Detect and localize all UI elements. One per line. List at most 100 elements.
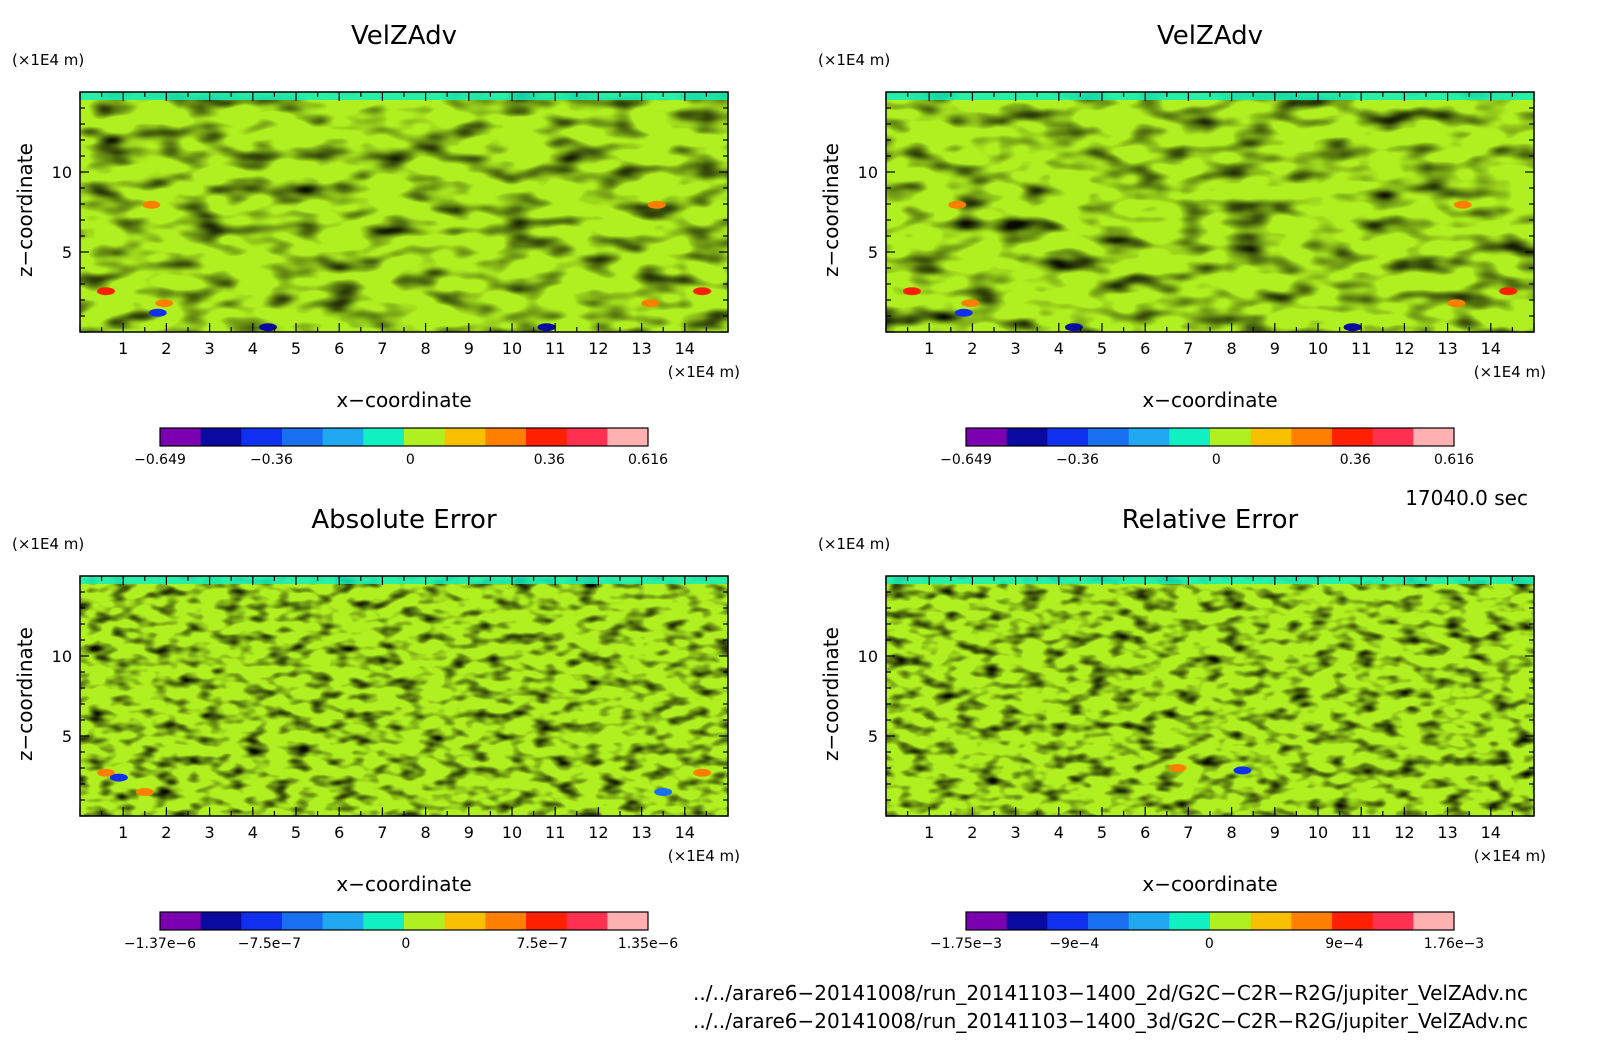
colorbar-label: 0: [401, 936, 410, 952]
panel-title: VelZAdv: [1157, 21, 1263, 51]
colorbar-swatch: [1210, 428, 1252, 446]
colorbar-label: −0.36: [250, 452, 293, 468]
y-tick-label: 5: [62, 243, 72, 262]
colorbar-swatch: [1169, 428, 1211, 446]
extreme-spot: [1499, 287, 1518, 296]
x-tick-label: 6: [334, 823, 344, 842]
z-unit-label: (×1E4 m): [818, 535, 890, 553]
colorbar-swatch: [1210, 912, 1252, 930]
panel-title: Relative Error: [1122, 505, 1299, 535]
colorbar-swatch: [607, 428, 649, 446]
colorbar-label: −0.649: [940, 452, 992, 468]
colorbar-swatch: [1372, 428, 1414, 446]
x-tick-label: 7: [1183, 339, 1193, 358]
extreme-spot: [1064, 323, 1083, 332]
extreme-spot: [641, 299, 660, 308]
x-tick-label: 10: [1308, 823, 1328, 842]
colorbar-label: 0: [406, 452, 415, 468]
colorbar-swatch: [526, 912, 568, 930]
colorbar-swatch: [404, 912, 446, 930]
x-tick-label: 1: [924, 823, 934, 842]
extreme-spot: [693, 768, 712, 777]
colorbar-swatch: [526, 428, 568, 446]
x-tick-label: 11: [545, 823, 565, 842]
x-axis-label: x−coordinate: [336, 872, 471, 896]
panel-title: VelZAdv: [351, 21, 457, 51]
x-tick-label: 8: [1227, 823, 1237, 842]
colorbar-swatch: [1169, 912, 1211, 930]
extreme-spot: [135, 788, 154, 796]
colorbar-swatch: [1291, 912, 1333, 930]
colorbar-swatch: [566, 912, 608, 930]
colorbar-swatch: [160, 428, 202, 446]
x-tick-label: 11: [1351, 823, 1371, 842]
x-tick-label: 1: [924, 339, 934, 358]
x-tick-label: 7: [1183, 823, 1193, 842]
x-unit-label: (×1E4 m): [1474, 847, 1546, 865]
x-tick-label: 6: [1140, 339, 1150, 358]
x-tick-label: 2: [161, 339, 171, 358]
x-tick-label: 9: [1270, 339, 1280, 358]
extreme-spot: [109, 773, 128, 782]
colorbar-swatch: [282, 428, 324, 446]
x-tick-label: 13: [1437, 823, 1457, 842]
x-tick-label: 5: [291, 339, 301, 358]
colorbar-frame: [159, 911, 649, 931]
colorbar-frame: [965, 911, 1455, 931]
colorbar-swatch: [607, 912, 649, 930]
colorbar-swatch: [1047, 912, 1089, 930]
x-tick-label: 13: [1437, 339, 1457, 358]
colorbar-swatch: [1128, 428, 1170, 446]
extreme-spot: [693, 287, 712, 296]
x-tick-label: 8: [421, 339, 431, 358]
extreme-spot: [96, 287, 115, 296]
x-tick-label: 11: [545, 339, 565, 358]
colorbar-swatch: [1413, 428, 1455, 446]
colorbar-swatch: [566, 428, 608, 446]
colorbar-label: 0.36: [1340, 452, 1371, 468]
x-tick-label: 13: [631, 823, 651, 842]
x-tick-label: 5: [1097, 339, 1107, 358]
field-pattern: [80, 92, 728, 332]
colorbar-swatch: [363, 912, 405, 930]
x-tick-label: 4: [1054, 823, 1064, 842]
field-pattern: [886, 92, 1534, 332]
x-tick-label: 2: [161, 823, 171, 842]
extreme-spot: [1343, 323, 1362, 332]
z-unit-label: (×1E4 m): [12, 51, 84, 69]
x-tick-label: 12: [588, 823, 608, 842]
x-tick-label: 6: [1140, 823, 1150, 842]
x-tick-label: 10: [1308, 339, 1328, 358]
colorbar-swatch: [444, 912, 486, 930]
colorbar-swatch: [1006, 912, 1048, 930]
colorbar-swatch: [200, 428, 242, 446]
y-tick-label: 10: [858, 163, 878, 182]
x-tick-label: 4: [248, 339, 258, 358]
extreme-spot: [1447, 299, 1466, 308]
extreme-spot: [948, 200, 967, 209]
y-tick-label: 10: [858, 647, 878, 666]
panel-2: VelZAdv(×1E4 m)1 2 3 4 5 6 7 8 9 10 11 12 13 14510(×1…: [818, 21, 1546, 468]
colorbar-label: −9e−4: [1049, 936, 1099, 952]
y-tick-label: 5: [62, 727, 72, 746]
x-unit-label: (×1E4 m): [1474, 363, 1546, 381]
colorbar-label: 0: [1205, 936, 1214, 952]
extreme-spot: [142, 200, 161, 209]
time-label: 17040.0 sec: [1405, 486, 1528, 510]
y-tick-label: 10: [52, 647, 72, 666]
field-pattern: [80, 576, 728, 816]
x-tick-label: 2: [967, 339, 977, 358]
x-axis-label: x−coordinate: [1142, 388, 1277, 412]
colorbar-swatch: [1088, 912, 1130, 930]
colorbar-swatch: [282, 912, 324, 930]
panel-title: Absolute Error: [311, 505, 497, 535]
y-axis-label: z−coordinate: [819, 143, 843, 277]
colorbar-swatch: [444, 428, 486, 446]
x-tick-label: 3: [205, 339, 215, 358]
colorbar-label: −0.36: [1056, 452, 1099, 468]
x-tick-label: 4: [248, 823, 258, 842]
x-tick-label: 7: [377, 823, 387, 842]
extreme-spot: [155, 299, 174, 308]
x-tick-label: 3: [205, 823, 215, 842]
colorbar-label: 0.616: [628, 452, 668, 468]
